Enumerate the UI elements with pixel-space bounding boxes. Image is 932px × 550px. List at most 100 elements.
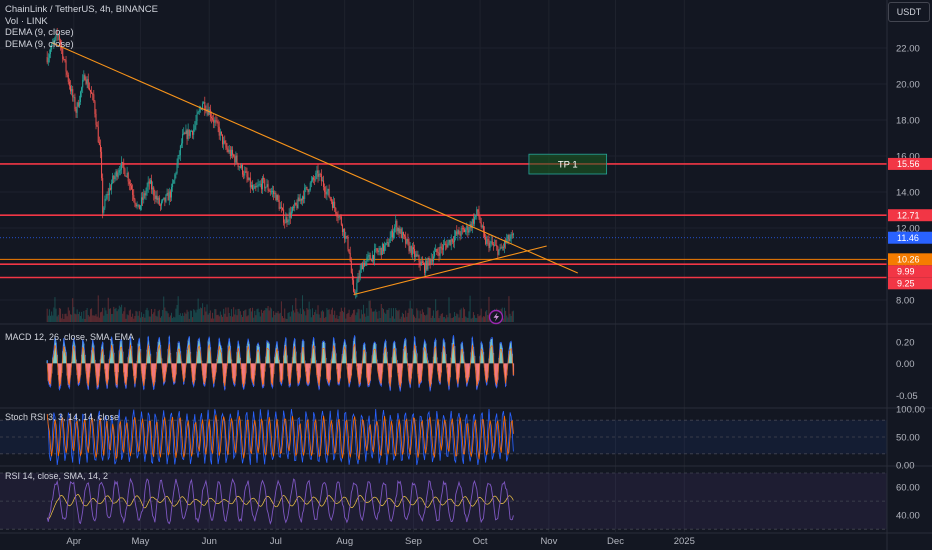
- volume-bar: [450, 318, 452, 322]
- macd-hist-bar: [164, 363, 166, 382]
- macd-hist-bar: [433, 342, 436, 364]
- candle-body: [166, 192, 168, 195]
- volume-bar: [471, 317, 473, 322]
- volume-bar: [487, 315, 489, 322]
- candle-body: [394, 226, 396, 233]
- volume-bar: [377, 318, 379, 322]
- volume-bar: [91, 308, 93, 322]
- volume-bar: [396, 310, 398, 322]
- candle-body: [367, 255, 369, 258]
- volume-bar: [266, 308, 268, 322]
- volume-bar: [210, 318, 212, 322]
- candle-body: [466, 225, 468, 230]
- candle-body: [252, 185, 254, 190]
- macd-label: MACD 12, 26, close, SMA, EMA: [5, 332, 135, 342]
- volume-bar: [268, 310, 270, 322]
- volume-bar: [126, 314, 128, 322]
- volume-bar: [480, 308, 482, 322]
- candle-body: [212, 118, 214, 120]
- candle-body: [308, 190, 310, 192]
- volume-bar: [477, 314, 479, 322]
- candle-body: [479, 217, 481, 223]
- volume-bar: [175, 308, 177, 322]
- macd-hist-bar: [452, 336, 455, 364]
- candle-body: [116, 171, 118, 177]
- volume-bar: [314, 312, 316, 322]
- volume-bar: [195, 312, 197, 322]
- price-tick-label: 12.00: [896, 224, 920, 235]
- macd-hist-bar: [241, 363, 244, 385]
- macd-hist-bar: [208, 337, 210, 364]
- volume-bar: [67, 307, 69, 322]
- volume-bar: [244, 310, 246, 322]
- volume-bar: [290, 311, 292, 322]
- candle-body: [343, 228, 345, 232]
- volume-bar: [509, 313, 511, 322]
- candle-body: [217, 121, 219, 127]
- macd-hist-bar: [348, 363, 350, 387]
- macd-hist-bar: [437, 363, 439, 372]
- macd-hist-bar: [279, 363, 281, 382]
- candle-body: [200, 108, 202, 110]
- macd-hist-bar: [477, 363, 479, 385]
- candle-body: [316, 170, 318, 174]
- candle-body: [330, 198, 332, 202]
- macd-hist-bar: [231, 363, 234, 378]
- candle-body: [411, 247, 413, 255]
- volume-bar: [474, 315, 476, 322]
- volume-bar: [317, 305, 319, 322]
- currency-button[interactable]: USDT: [888, 2, 930, 22]
- volume-bar: [465, 316, 467, 322]
- volume-bar: [161, 316, 163, 322]
- volume-bar: [179, 313, 181, 322]
- candle-body: [422, 263, 424, 264]
- macd-hist-bar: [244, 363, 246, 384]
- volume-bar: [397, 311, 399, 322]
- volume-bar: [87, 315, 89, 322]
- candle-body: [159, 204, 161, 206]
- volume-bar: [141, 312, 143, 322]
- volume-bar: [270, 308, 272, 322]
- candle-body: [122, 162, 124, 164]
- volume-bar: [69, 314, 71, 322]
- candle-body: [480, 222, 482, 227]
- candle-body: [318, 173, 320, 177]
- candle-body: [99, 144, 101, 152]
- macd-hist-bar: [102, 342, 104, 364]
- macd-hist-bar: [77, 363, 79, 385]
- candle-body: [229, 149, 231, 156]
- volume-bar: [431, 315, 433, 322]
- macd-hist-bar: [480, 342, 482, 364]
- macd-hist-bar: [308, 363, 310, 384]
- volume-bar: [136, 311, 138, 322]
- volume-bar: [341, 310, 343, 322]
- macd-hist-bar: [198, 339, 200, 364]
- candle-body: [336, 213, 338, 217]
- macd-line: [46, 335, 514, 392]
- candle-body: [504, 240, 505, 248]
- macd-hist-bar: [503, 363, 506, 375]
- candle-body: [495, 244, 497, 246]
- volume-bar: [99, 312, 101, 322]
- volume-bar: [47, 315, 49, 322]
- volume-bar: [441, 313, 443, 322]
- macd-hist-bar: [178, 342, 180, 364]
- macd-hist-bar: [500, 343, 502, 364]
- macd-hist-bar: [76, 363, 78, 375]
- candle-body: [441, 248, 443, 250]
- macd-hist-bar: [243, 363, 245, 389]
- candle-body: [133, 194, 135, 200]
- candle-body: [357, 276, 359, 283]
- candle-body: [376, 248, 378, 252]
- volume-bar: [485, 311, 487, 322]
- candle-body: [333, 201, 335, 208]
- candle-body: [437, 252, 439, 253]
- volume-bar: [388, 307, 390, 322]
- macd-hist-bar: [360, 363, 363, 374]
- candle-body: [50, 49, 52, 55]
- macd-hist-bar: [55, 342, 57, 364]
- volume-bar: [460, 308, 462, 322]
- volume-bar: [263, 310, 265, 322]
- macd-hist-bar: [328, 363, 330, 385]
